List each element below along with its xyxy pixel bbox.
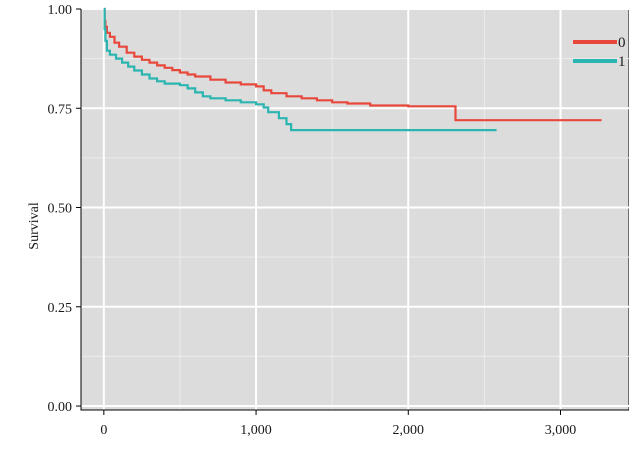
x-axis: 0 1,000 2,000 3,000 — [81, 409, 629, 438]
x-tick-label: 0 — [100, 423, 107, 438]
x-tick-label: 2,000 — [393, 423, 425, 438]
minor-gridlines — [81, 9, 629, 410]
series-lines — [103, 7, 602, 132]
legend-label-0: 0 — [618, 35, 626, 51]
series-line-1 — [103, 7, 497, 132]
y-tick-label: 0.00 — [48, 400, 73, 415]
y-tick-label: 1.00 — [48, 3, 73, 18]
major-gridlines — [81, 8, 629, 410]
plot-panel — [80, 8, 629, 411]
legend: 01 — [573, 35, 626, 70]
y-tick-label: 0.25 — [48, 301, 73, 316]
y-tick-label: 0.75 — [48, 102, 73, 117]
y-axis-label: Survival — [27, 202, 42, 250]
legend-label-1: 1 — [618, 54, 626, 70]
y-tick-label: 0.50 — [48, 202, 73, 217]
series-line-0 — [103, 7, 602, 122]
x-tick-label: 3,000 — [545, 423, 577, 438]
y-axis: 0.00 0.25 0.50 0.75 1.00 — [48, 3, 82, 415]
x-tick-label: 1,000 — [240, 423, 272, 438]
